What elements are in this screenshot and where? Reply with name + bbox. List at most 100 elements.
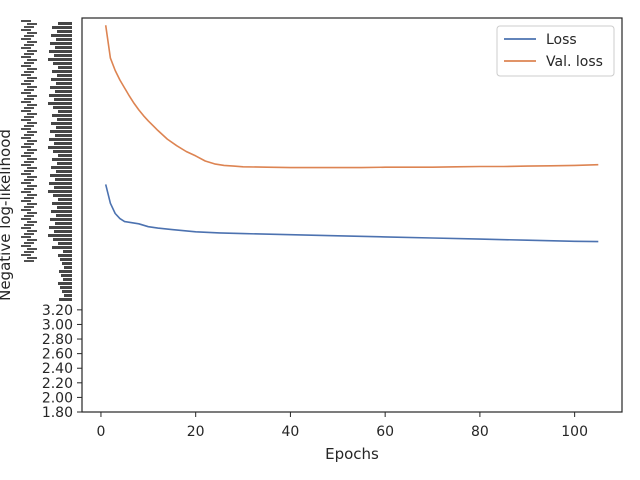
x-tick-label: 20: [187, 424, 205, 440]
y-tick-clutter-mark: [24, 197, 34, 199]
y-tick-clutter-mark: [56, 214, 72, 217]
y-tick-clutter-mark: [54, 230, 72, 233]
y-tick-clutter-mark: [24, 116, 34, 118]
y-tick-clutter-mark: [21, 209, 31, 211]
y-tick-clutter-mark: [27, 95, 37, 97]
y-tick-label: 2.20: [42, 376, 73, 392]
y-tick-clutter-mark: [53, 194, 72, 197]
y-tick-clutter-mark: [58, 154, 72, 157]
y-tick-clutter-mark: [48, 146, 72, 149]
y-tick-clutter-mark: [21, 164, 31, 166]
y-tick-clutter-mark: [56, 82, 72, 85]
y-tick-clutter-mark: [53, 238, 72, 241]
y-tick-clutter-mark: [24, 98, 34, 100]
series-line-1: [104, 184, 599, 243]
y-tick-clutter-mark: [21, 146, 31, 148]
y-tick-clutter-mark: [48, 58, 72, 61]
y-tick-clutter-mark: [24, 179, 34, 181]
y-tick-clutter-mark: [24, 107, 34, 109]
y-tick-clutter-mark: [21, 155, 31, 157]
y-tick-clutter-mark: [24, 233, 34, 235]
y-tick-clutter-mark: [58, 22, 72, 25]
y-tick-clutter-mark: [61, 274, 72, 277]
y-tick-clutter-mark: [54, 186, 72, 189]
y-tick-clutter-mark: [51, 78, 72, 81]
y-tick-clutter-mark: [21, 218, 31, 220]
y-tick-clutter-mark: [49, 182, 72, 185]
plot-marks: [104, 25, 599, 243]
y-tick-label: 3.20: [42, 303, 73, 319]
y-tick-clutter-mark: [21, 47, 31, 49]
y-tick-clutter-mark: [51, 122, 72, 125]
y-tick-clutter-mark: [27, 41, 37, 43]
y-tick-clutter-mark: [24, 170, 34, 172]
y-tick-clutter-mark: [24, 35, 34, 37]
y-tick-clutter-mark: [27, 239, 37, 241]
y-tick-clutter-mark: [27, 23, 37, 25]
y-tick-clutter-mark: [51, 166, 72, 169]
y-tick-clutter-mark: [27, 86, 37, 88]
y-tick-clutter-mark: [21, 29, 31, 31]
y-tick-clutter-mark: [58, 242, 72, 245]
y-tick-clutter-mark: [50, 130, 72, 133]
y-tick-clutter-mark: [24, 206, 34, 208]
y-tick-clutter-mark: [27, 68, 37, 70]
y-tick-clutter-mark: [27, 104, 37, 106]
y-tick-label: 2.60: [42, 347, 73, 363]
y-axis-label: Negative log-likelihood: [0, 129, 14, 301]
y-tick-clutter-mark: [27, 140, 37, 142]
y-tick-clutter-mark: [55, 46, 72, 49]
x-tick-label: 80: [471, 424, 489, 440]
y-tick-clutter-mark: [52, 158, 72, 161]
y-tick-clutter-mark: [62, 290, 72, 293]
y-tick-clutter-mark: [54, 142, 72, 145]
y-tick-clutter-mark: [24, 152, 34, 154]
x-tick-label: 40: [282, 424, 300, 440]
x-axis-label: Epochs: [325, 445, 379, 463]
y-tick-clutter-mark: [27, 77, 37, 79]
y-tick-clutter-mark: [24, 62, 34, 64]
y-tick-clutter-mark: [21, 227, 31, 229]
y-tick-clutter-mark: [27, 131, 37, 133]
y-tick-clutter-mark: [27, 50, 37, 52]
y-tick-clutter-mark: [21, 128, 31, 130]
y-tick-clutter-mark: [52, 26, 72, 29]
y-tick-clutter-mark: [48, 190, 72, 193]
y-tick-clutter-mark: [59, 298, 72, 301]
y-tick-clutter-mark: [27, 59, 37, 61]
y-tick-clutter-mark: [27, 149, 37, 151]
y-tick-clutter-mark: [52, 70, 72, 73]
y-tick-clutter-mark: [27, 257, 37, 259]
y-tick-clutter-mark: [57, 162, 72, 165]
y-tick-clutter-mark: [50, 218, 72, 221]
y-tick-label: 2.80: [42, 332, 73, 348]
y-tick-clutter-mark: [53, 106, 72, 109]
y-tick-clutter-mark: [52, 114, 72, 117]
y-tick-clutter-mark: [24, 161, 34, 163]
y-tick-clutter-mark: [21, 74, 31, 76]
y-tick-clutter-mark: [49, 138, 72, 141]
y-tick-clutter-mark: [54, 98, 72, 101]
legend-label-1: Loss: [546, 32, 577, 48]
y-tick-clutter-mark: [21, 173, 31, 175]
y-tick-clutter-mark: [53, 150, 72, 153]
y-tick-clutter-mark: [58, 254, 72, 257]
x-tick-label: 0: [96, 424, 105, 440]
y-tick-clutter-mark: [27, 158, 37, 160]
y-tick-clutter-mark: [27, 221, 37, 223]
y-axis: 1.802.002.202.402.602.803.003.20: [21, 20, 82, 421]
y-tick-clutter-mark: [27, 203, 37, 205]
y-tick-clutter-mark: [24, 125, 34, 127]
legend-label-2: Val. loss: [546, 54, 603, 70]
y-tick-clutter-mark: [24, 188, 34, 190]
y-tick-clutter-mark: [24, 80, 34, 82]
y-tick-clutter-mark: [52, 246, 72, 249]
y-tick-clutter-mark: [27, 32, 37, 34]
y-tick-clutter-mark: [24, 71, 34, 73]
y-tick-clutter-mark: [24, 215, 34, 217]
y-tick-clutter-mark: [21, 200, 31, 202]
y-tick-clutter-mark: [21, 254, 31, 256]
y-tick-clutter-mark: [27, 248, 37, 250]
y-tick-clutter-mark: [21, 20, 31, 22]
x-tick-label: 60: [376, 424, 394, 440]
